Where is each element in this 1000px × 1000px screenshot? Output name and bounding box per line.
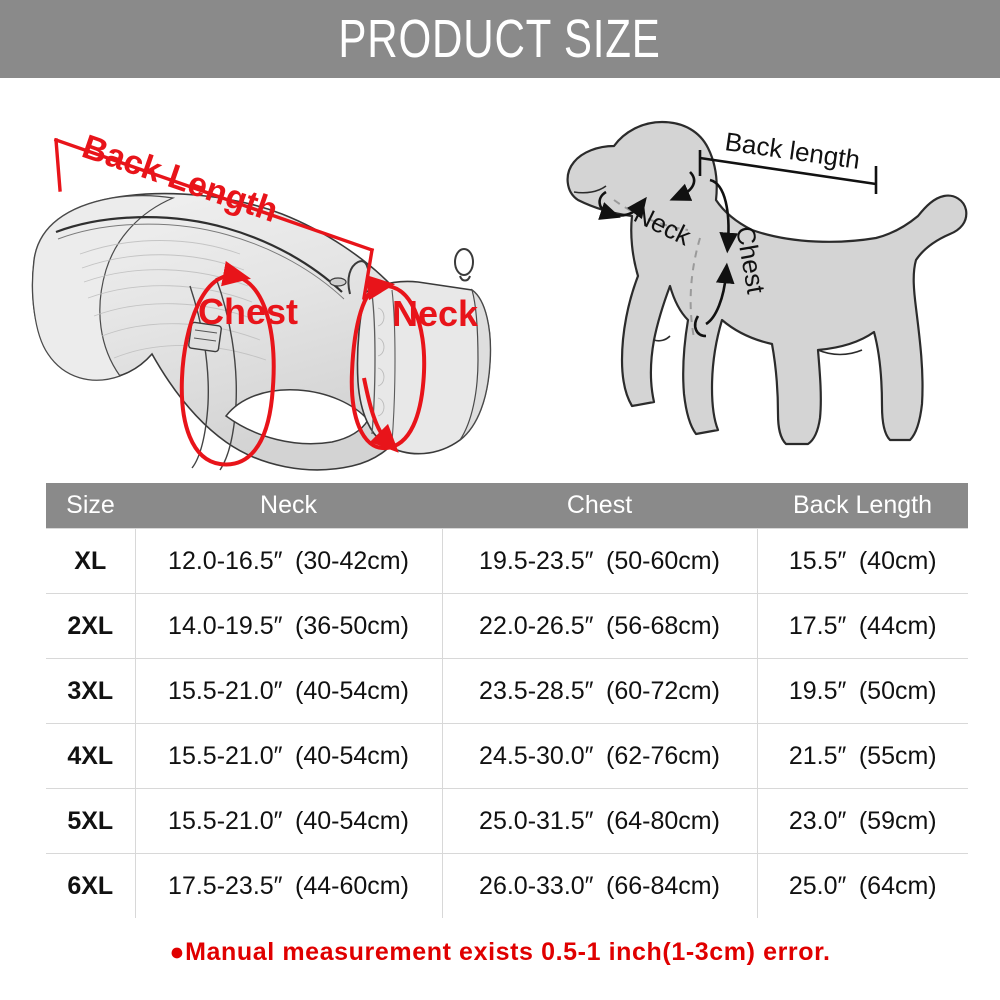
dog-back-length-label: Back length (723, 126, 862, 175)
cell-back-length: 19.5″ (50cm) (756, 658, 968, 724)
cell-size: XL (46, 528, 136, 594)
cell-chest: 22.0-26.5″ (56-68cm) (441, 593, 758, 659)
column-header-back-length: Back Length (757, 483, 968, 529)
dog-chest-measure-arrows (693, 178, 739, 338)
cell-neck: 14.0-19.5″ (36-50cm) (134, 593, 443, 659)
cell-chest: 26.0-33.0″ (66-84cm) (441, 853, 758, 918)
column-header-neck: Neck (135, 483, 442, 529)
table-row: 6XL 17.5-23.5″ (44-60cm) 26.0-33.0″ (66-… (46, 853, 968, 918)
table-row: XL 12.0-16.5″ (30-42cm) 19.5-23.5″ (50-6… (46, 528, 968, 594)
column-header-chest: Chest (442, 483, 757, 529)
cell-back-length: 17.5″ (44cm) (756, 593, 968, 659)
cell-chest: 25.0-31.5″ (64-80cm) (441, 788, 758, 854)
table-row: 3XL 15.5-21.0″ (40-54cm) 23.5-28.5″ (60-… (46, 658, 968, 724)
neck-measure-loop (349, 274, 427, 453)
cell-back-length: 15.5″ (40cm) (756, 528, 968, 594)
size-chart-table: Size Neck Chest Back Length XL 12.0-16.5… (46, 483, 968, 918)
chest-label: Chest (198, 291, 298, 332)
cell-chest: 23.5-28.5″ (60-72cm) (441, 658, 758, 724)
cell-size: 5XL (46, 788, 136, 854)
diagram-section: Back Length Chest Neck (0, 78, 1000, 473)
cell-back-length: 23.0″ (59cm) (756, 788, 968, 854)
table-row: 2XL 14.0-19.5″ (36-50cm) 22.0-26.5″ (56-… (46, 593, 968, 659)
back-length-dimension (698, 150, 878, 194)
cell-neck: 12.0-16.5″ (30-42cm) (134, 528, 443, 594)
cell-size: 6XL (46, 853, 136, 918)
cell-back-length: 25.0″ (64cm) (756, 853, 968, 918)
cell-neck: 15.5-21.0″ (40-54cm) (134, 723, 443, 789)
column-header-size: Size (46, 483, 135, 529)
dog-coat-product-illustration: Back Length Chest Neck (20, 86, 520, 471)
coat-grommet (329, 277, 347, 287)
cell-neck: 17.5-23.5″ (44-60cm) (134, 853, 443, 918)
cell-size: 4XL (46, 723, 136, 789)
cell-chest: 24.5-30.0″ (62-76cm) (441, 723, 758, 789)
dog-silhouette-shape (566, 120, 968, 446)
table-header-row: Size Neck Chest Back Length (46, 483, 968, 529)
cell-size: 3XL (46, 658, 136, 724)
dog-body-measurement-illustration: Back length Neck Chest (540, 88, 990, 463)
measurement-error-note: ●Manual measurement exists 0.5-1 inch(1-… (169, 938, 831, 966)
cell-size: 2XL (46, 593, 136, 659)
cell-neck: 15.5-21.0″ (40-54cm) (134, 658, 443, 724)
back-length-bracket (53, 137, 375, 300)
table-row: 4XL 15.5-21.0″ (40-54cm) 24.5-30.0″ (62-… (46, 723, 968, 789)
chest-measure-loop (179, 261, 276, 467)
dog-neck-measure-arrows (598, 171, 696, 220)
cell-back-length: 21.5″ (55cm) (756, 723, 968, 789)
cell-chest: 19.5-23.5″ (50-60cm) (441, 528, 758, 594)
table-row: 5XL 15.5-21.0″ (40-54cm) 25.0-31.5″ (64-… (46, 788, 968, 854)
neck-label: Neck (392, 293, 479, 334)
page-title: PRODUCT SIZE (338, 9, 662, 69)
page-header-banner: PRODUCT SIZE (0, 0, 1000, 78)
cell-neck: 15.5-21.0″ (40-54cm) (134, 788, 443, 854)
